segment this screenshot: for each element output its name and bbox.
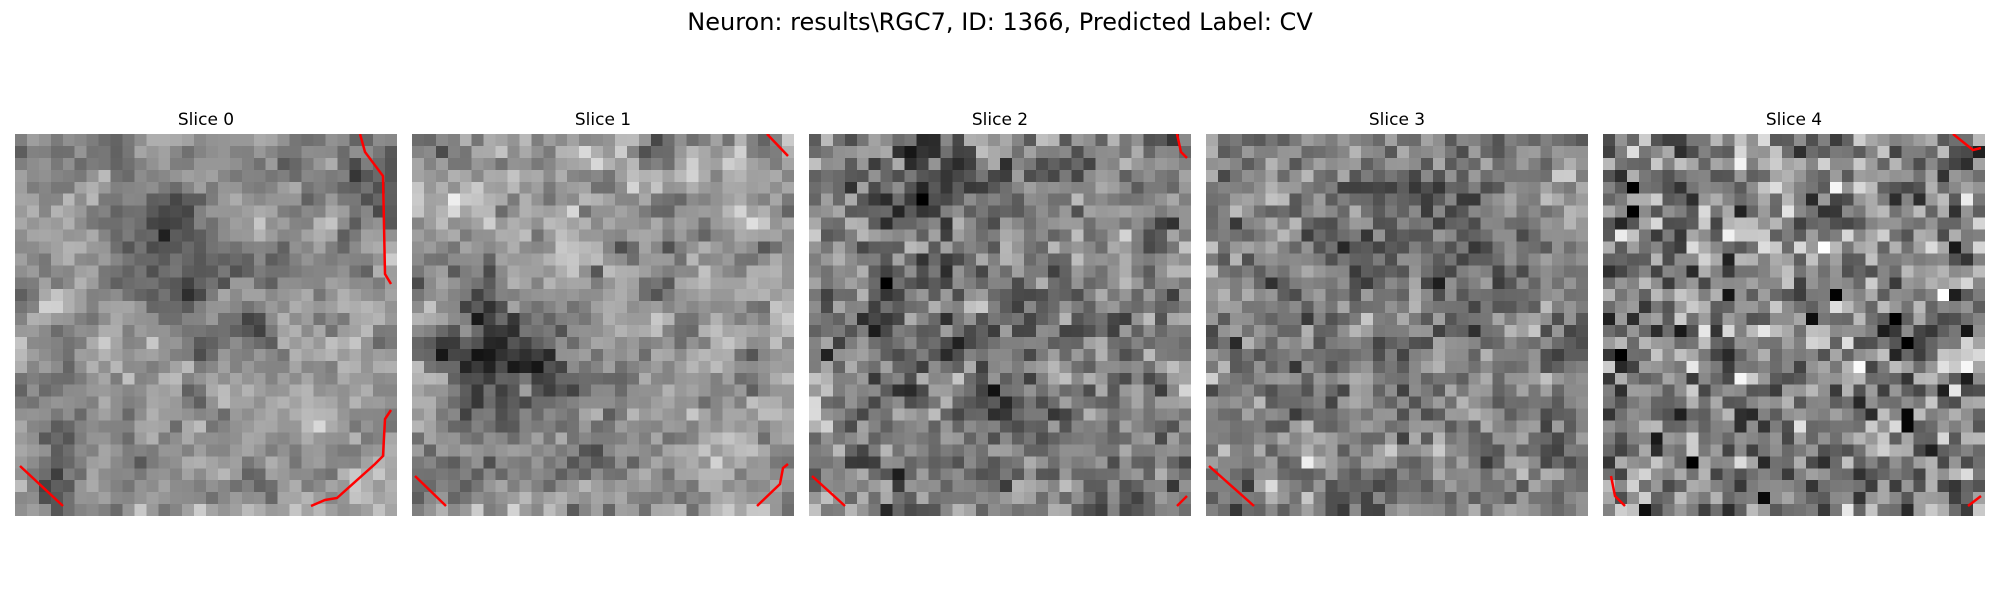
contour-overlay-1 xyxy=(414,134,789,507)
contour-line xyxy=(1952,134,1982,152)
noise-heatmap-4 xyxy=(1603,134,1985,516)
contour-line xyxy=(1609,475,1626,507)
contour-line xyxy=(1176,495,1188,507)
contour-overlay-0 xyxy=(19,134,393,508)
contour-line xyxy=(1208,465,1255,507)
slice-panel-3: Slice 3 xyxy=(1206,110,1588,516)
noise-heatmap-2 xyxy=(809,134,1191,516)
contour-line xyxy=(1175,134,1188,159)
slice-title-0: Slice 0 xyxy=(177,110,235,130)
noise-heatmap-3 xyxy=(1206,134,1588,516)
slice-image-1 xyxy=(412,134,794,516)
slice-title-2: Slice 2 xyxy=(971,110,1029,130)
slice-image-0 xyxy=(15,134,397,516)
slice-panel-2: Slice 2 xyxy=(809,110,1191,516)
contour-overlay-2 xyxy=(811,134,1188,507)
contour-line xyxy=(1967,495,1982,507)
noise-heatmap-0 xyxy=(15,134,397,516)
contour-line xyxy=(414,475,447,507)
contour-line xyxy=(766,134,789,157)
slice-panel-1: Slice 1 xyxy=(412,110,794,516)
noise-heatmap-1 xyxy=(412,134,794,516)
slice-title-1: Slice 1 xyxy=(574,110,632,130)
slice-panel-0: Slice 0 xyxy=(15,110,397,516)
contour-line xyxy=(19,465,64,507)
contour-overlay-3 xyxy=(1208,465,1255,507)
contour-line xyxy=(358,134,393,285)
contour-line xyxy=(811,475,846,507)
slice-image-2 xyxy=(809,134,1191,516)
slice-panel-4: Slice 4 xyxy=(1603,110,1985,516)
slice-image-4 xyxy=(1603,134,1985,516)
slice-image-3 xyxy=(1206,134,1588,516)
slice-title-3: Slice 3 xyxy=(1368,110,1426,130)
contour-line xyxy=(756,463,789,507)
figure-title: Neuron: results\RGC7, ID: 1366, Predicte… xyxy=(687,8,1313,36)
slice-title-4: Slice 4 xyxy=(1765,110,1823,130)
contour-overlay-4 xyxy=(1609,134,1982,507)
contour-line xyxy=(310,409,393,508)
